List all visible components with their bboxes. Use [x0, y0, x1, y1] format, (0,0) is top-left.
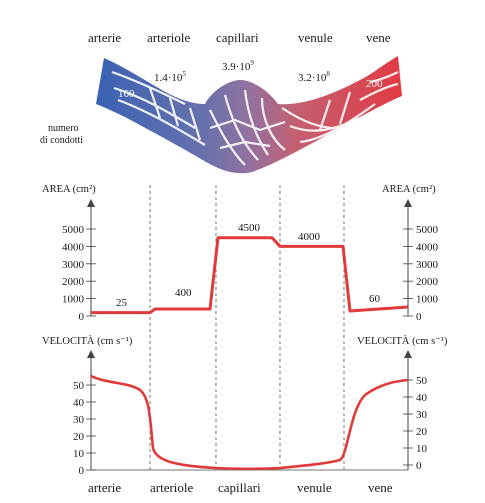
- area-tick-label-left-2: 2000: [62, 276, 85, 288]
- area-tick-label-right-0: 0: [416, 311, 422, 323]
- conduit-count-arteriole: 1.4·105: [154, 70, 186, 84]
- vessel-diagram: arterie arteriole capillari venule vene: [40, 30, 402, 174]
- area-axis-right-arrow: [404, 199, 412, 207]
- velocity-tick-group: 0 0 10 10 20 20 30 30 40 40 50 50: [73, 375, 428, 477]
- bottom-label-venule: venule: [297, 480, 332, 495]
- area-tick-label-left-3: 3000: [62, 259, 85, 271]
- conduit-count-venule: 3.2·108: [298, 70, 330, 84]
- conduit-count-arterie: 160: [118, 88, 135, 100]
- velocity-axis-right-arrow: [404, 350, 412, 358]
- velocity-tick-label-left-1: 10: [73, 448, 85, 460]
- area-seg-label-3: 4000: [298, 231, 321, 243]
- area-ylabel-left: AREA (cm²): [42, 184, 96, 195]
- area-seg-label-4: 60: [369, 293, 381, 305]
- velocity-ylabel-right: VELOCITÀ (cm s⁻¹): [357, 335, 448, 347]
- conduit-count-capillari: 3.9·109: [222, 59, 254, 73]
- area-line: [91, 236, 409, 315]
- velocity-tick-label-right-2: 20: [416, 426, 428, 438]
- bottom-label-vene: vene: [368, 480, 393, 495]
- velocity-tick-label-left-0: 0: [79, 465, 85, 477]
- velocity-chart: VELOCITÀ (cm s⁻¹) VELOCITÀ (cm s⁻¹) 0 0 10…: [42, 335, 448, 495]
- vessel-branches: [111, 70, 399, 166]
- area-tick-label-left-5: 5000: [62, 224, 85, 236]
- top-label-vene: vene: [366, 30, 391, 45]
- conduit-label-line1: numero: [48, 123, 79, 134]
- top-label-capillari: capillari: [216, 30, 259, 45]
- velocity-tick-label-left-3: 30: [73, 414, 85, 426]
- velocity-tick-label-right-3: 30: [416, 409, 428, 421]
- top-label-arterie: arterie: [88, 30, 121, 45]
- area-seg-label-1: 400: [175, 287, 192, 299]
- velocity-line: [90, 374, 409, 471]
- area-tick-label-right-3: 3000: [416, 259, 439, 271]
- velocity-tick-label-left-2: 20: [73, 431, 85, 443]
- bottom-label-arterie: arterie: [88, 480, 121, 495]
- bottom-label-capillari: capillari: [218, 480, 261, 495]
- area-tick-label-left-1: 1000: [62, 294, 85, 306]
- top-label-venule: venule: [298, 30, 333, 45]
- bottom-label-arteriole: arteriole: [150, 480, 194, 495]
- velocity-tick-label-left-5: 50: [73, 380, 85, 392]
- conduit-label-line2: di condotti: [40, 135, 83, 146]
- velocity-tick-label-right-1: 10: [416, 443, 428, 455]
- velocity-axis-left-arrow: [87, 350, 95, 358]
- area-tick-label-right-4: 4000: [416, 241, 439, 253]
- velocity-tick-label-right-4: 40: [416, 392, 428, 404]
- area-tick-label-left-0: 0: [79, 311, 85, 323]
- area-tick-label-right-2: 2000: [416, 276, 439, 288]
- velocity-ylabel-left: VELOCITÀ (cm s⁻¹): [42, 335, 133, 347]
- area-tick-label-left-4: 4000: [62, 241, 85, 253]
- area-tick-label-right-5: 5000: [416, 224, 439, 236]
- velocity-tick-label-left-4: 40: [73, 397, 85, 409]
- top-label-arteriole: arteriole: [147, 30, 191, 45]
- area-axis-left-arrow: [87, 199, 95, 207]
- area-ylabel-right: AREA (cm²): [382, 184, 436, 195]
- area-tick-group: 0 0 1000 1000 2000 2000 3000 3000 4000 4000 5000 50…: [62, 224, 439, 323]
- velocity-tick-label-right-5: 50: [416, 375, 428, 387]
- area-tick-label-right-1: 1000: [416, 294, 439, 306]
- velocity-tick-label-right-0: 0: [416, 460, 422, 472]
- area-seg-label-2: 4500: [238, 222, 261, 234]
- conduit-count-vene: 200: [366, 78, 383, 90]
- area-seg-label-0: 25: [116, 297, 128, 309]
- area-chart: AREA (cm²) AREA (cm²) 0 0 1000 1000 2000 2000…: [42, 184, 439, 323]
